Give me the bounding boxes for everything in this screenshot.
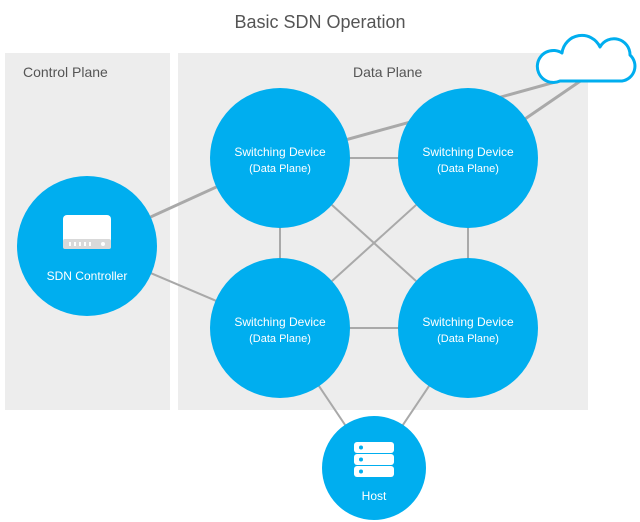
node-label-host: Host bbox=[362, 489, 387, 503]
node-label2-sw3: (Data Plane) bbox=[249, 333, 311, 345]
panel-label-data: Data Plane bbox=[353, 64, 422, 80]
node-label1-sw4: Switching Device bbox=[422, 315, 514, 329]
node-label1-sw1: Switching Device bbox=[234, 145, 326, 159]
cloud-icon bbox=[537, 35, 635, 82]
node-label-controller: SDN Controller bbox=[47, 269, 128, 283]
diagram-canvas: Basic SDN Operation Control Plane Data Pla… bbox=[0, 0, 640, 522]
node-label2-sw4: (Data Plane) bbox=[437, 333, 499, 345]
diagram-title: Basic SDN Operation bbox=[234, 12, 405, 32]
node-label2-sw1: (Data Plane) bbox=[249, 163, 311, 175]
panel-label-control: Control Plane bbox=[23, 64, 108, 80]
node-label1-sw3: Switching Device bbox=[234, 315, 326, 329]
node-label1-sw2: Switching Device bbox=[422, 145, 514, 159]
node-label2-sw2: (Data Plane) bbox=[437, 163, 499, 175]
